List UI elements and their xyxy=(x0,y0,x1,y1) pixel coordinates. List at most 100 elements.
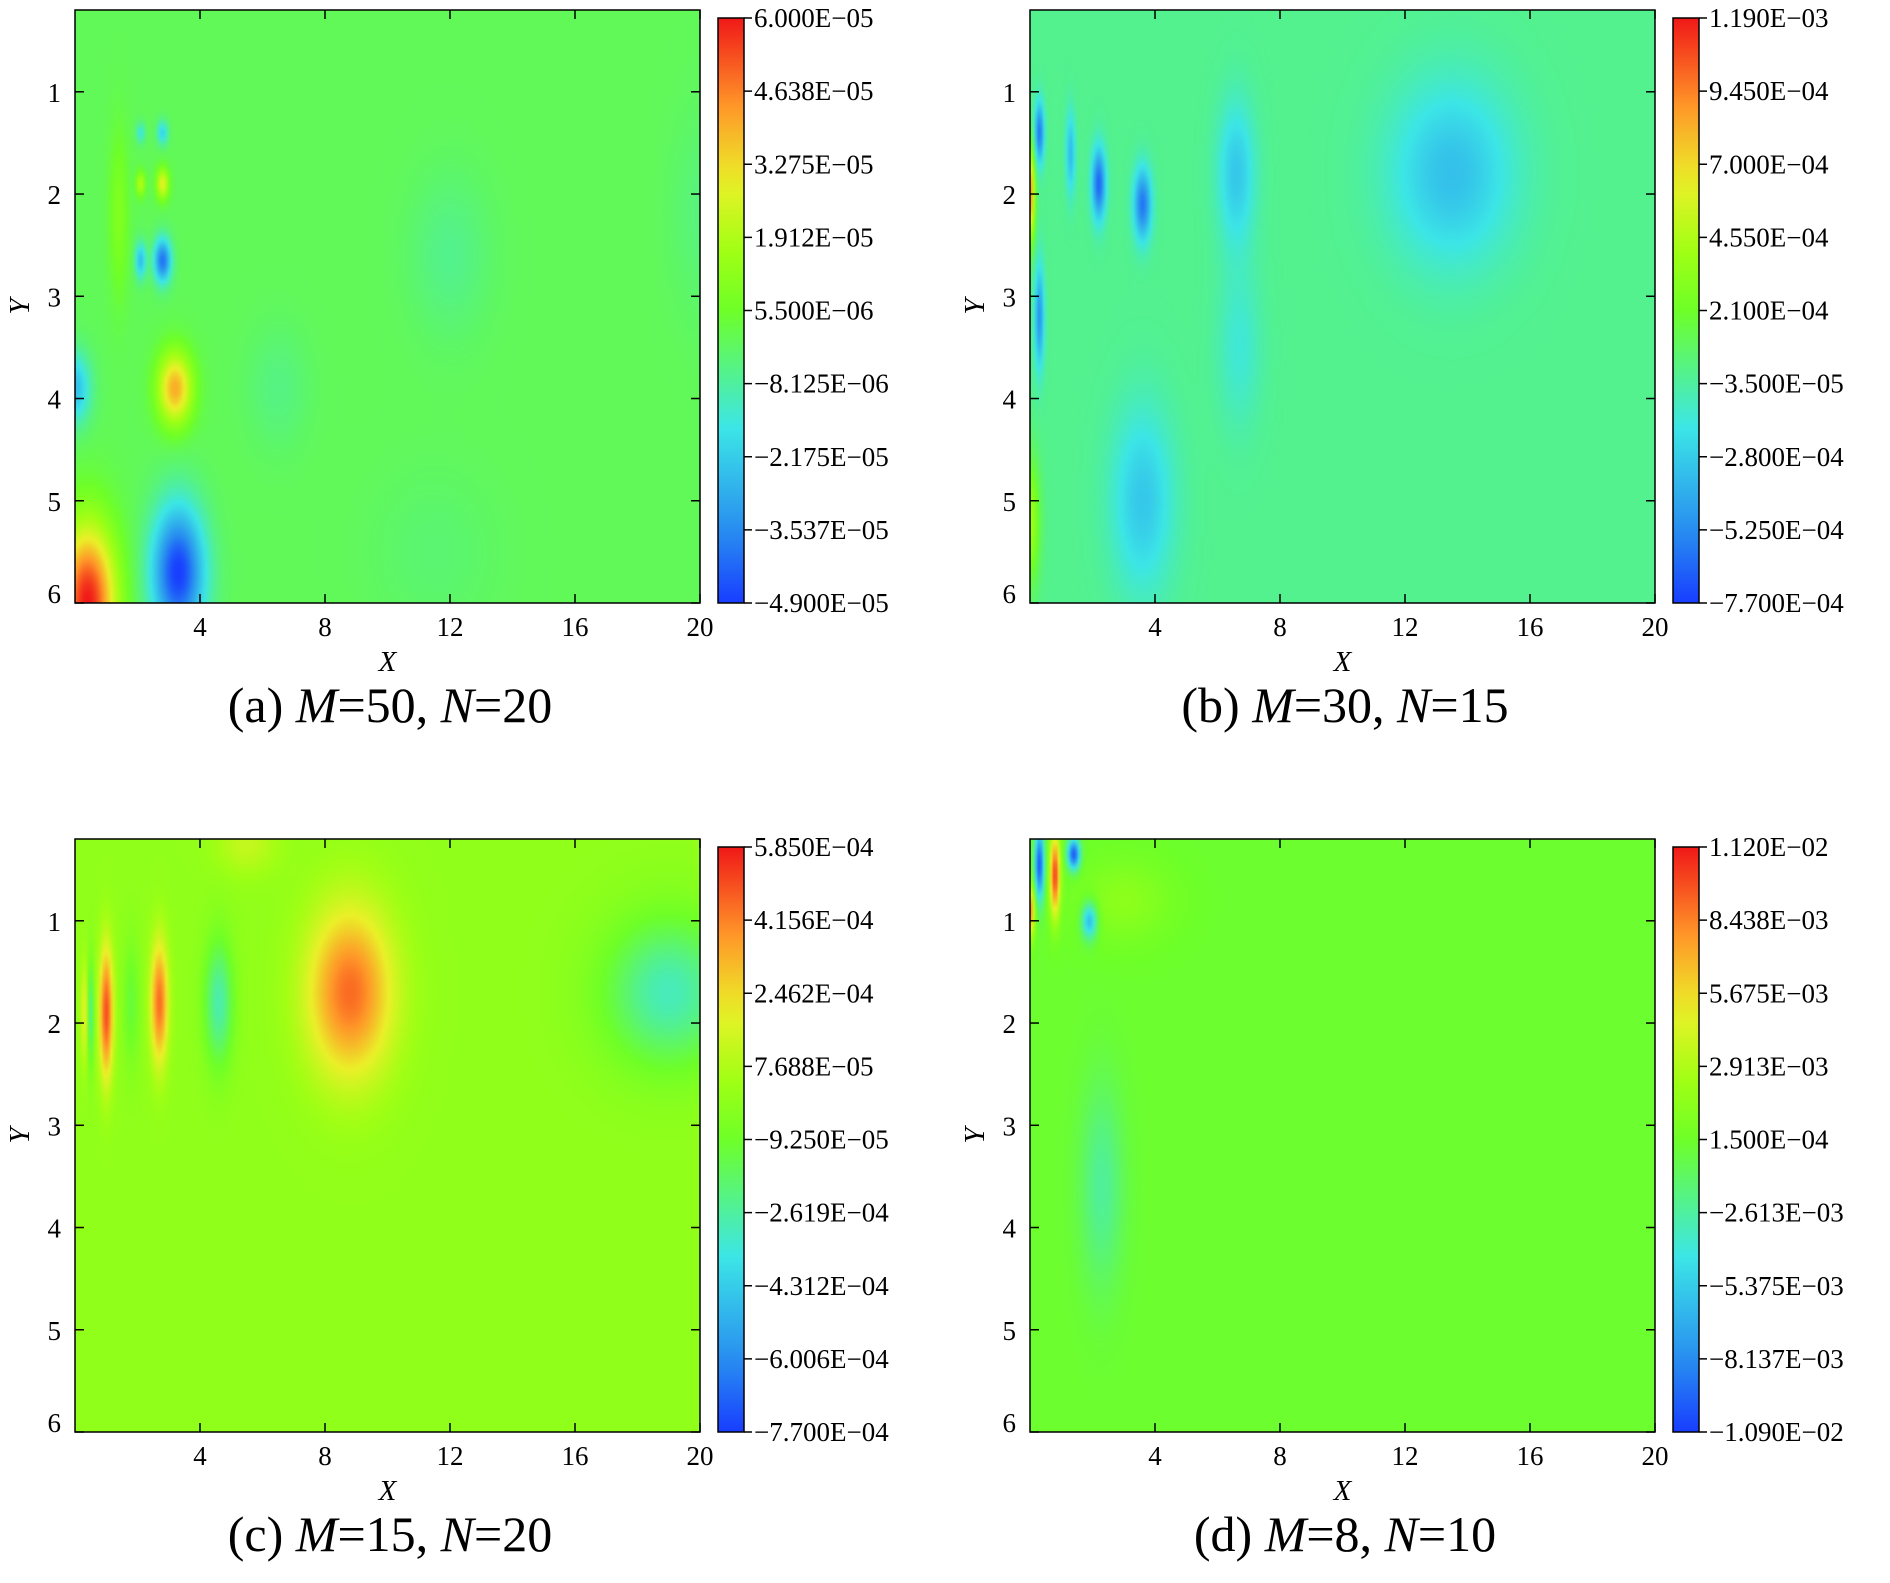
colorbar-tick-label: 7.688E−05 xyxy=(754,1051,873,1081)
colorbar-tick-label: 4.550E−04 xyxy=(1709,222,1829,252)
y-tick-label: 6 xyxy=(48,579,62,609)
panel-c: 4 8 12 16 20123456XY5.850E−044.156E−042.462E… xyxy=(4,832,889,1562)
colorbar-tick-label: −2.800E−04 xyxy=(1709,442,1844,472)
y-tick-label: 5 xyxy=(1003,487,1017,517)
x-tick-label: 4 xyxy=(1148,1441,1162,1471)
x-axis-label: X xyxy=(378,1475,398,1507)
colorbar xyxy=(1672,846,1700,1433)
x-tick-label: 12 xyxy=(437,612,464,642)
x-axis-label: X xyxy=(1333,646,1353,678)
panel-a: 4 8 12 16 20123456XY6.000E−054.638E−053.275E… xyxy=(4,3,889,733)
colorbar-tick-label: 4.156E−04 xyxy=(754,905,874,935)
panel-b: 4 8 12 16 20123456XY1.190E−039.450E−047.000E… xyxy=(959,3,1844,733)
y-tick-label: 1 xyxy=(1003,907,1017,937)
y-tick-label: 1 xyxy=(1003,78,1017,108)
plot-frame xyxy=(1029,9,1656,604)
colorbar xyxy=(1672,17,1700,604)
colorbar-tick-label: −1.090E−02 xyxy=(1709,1417,1844,1447)
y-axis-label: Y xyxy=(959,296,991,315)
panel-caption: (d) M=8, N=10 xyxy=(1194,1506,1496,1562)
colorbar-tick-label: −6.006E−04 xyxy=(754,1344,889,1374)
plot-frame xyxy=(1029,838,1656,1433)
y-axis-label: Y xyxy=(4,296,36,315)
colorbar-tick-label: −4.312E−04 xyxy=(754,1271,889,1301)
y-tick-label: 4 xyxy=(1003,1214,1017,1244)
panel-caption: (c) M=15, N=20 xyxy=(228,1506,552,1562)
x-tick-label: 20 xyxy=(1642,1441,1669,1471)
colorbar-tick-label: −2.619E−04 xyxy=(754,1198,889,1228)
colorbar xyxy=(717,846,745,1433)
plot-frame xyxy=(74,838,701,1433)
y-tick-label: 1 xyxy=(48,78,62,108)
colorbar-tick-label: −7.700E−04 xyxy=(754,1417,889,1447)
colorbar-tick-label: −8.125E−06 xyxy=(754,369,889,399)
y-tick-label: 2 xyxy=(1003,1009,1017,1039)
x-tick-label: 4 xyxy=(1148,612,1162,642)
colorbar-tick-label: 1.190E−03 xyxy=(1709,3,1828,33)
colorbar-tick-label: 8.438E−03 xyxy=(1709,905,1828,935)
x-tick-label: 16 xyxy=(1517,1441,1544,1471)
x-tick-label: 8 xyxy=(1273,1441,1287,1471)
x-tick-label: 16 xyxy=(562,1441,589,1471)
heatmap-field xyxy=(1030,10,1655,603)
colorbar-tick-label: 5.850E−04 xyxy=(754,832,874,862)
x-tick-label: 16 xyxy=(1517,612,1544,642)
y-tick-label: 3 xyxy=(1003,1111,1017,1141)
heatmap-field xyxy=(75,839,700,1432)
colorbar-tick-label: 4.638E−05 xyxy=(754,76,873,106)
x-tick-label: 12 xyxy=(437,1441,464,1471)
y-tick-label: 3 xyxy=(1003,282,1017,312)
colorbar-tick-label: −2.175E−05 xyxy=(754,442,889,472)
y-tick-label: 3 xyxy=(48,282,62,312)
x-tick-label: 20 xyxy=(687,612,714,642)
heatmap-field xyxy=(1030,839,1655,1432)
heatmap-field xyxy=(75,10,700,603)
colorbar-tick-label: 6.000E−05 xyxy=(754,3,873,33)
colorbar-tick-label: 2.462E−04 xyxy=(754,978,874,1008)
x-tick-label: 4 xyxy=(193,612,207,642)
colorbar-tick-label: −4.900E−05 xyxy=(754,588,889,618)
y-tick-label: 5 xyxy=(48,1316,62,1346)
colorbar-tick-label: −7.700E−04 xyxy=(1709,588,1844,618)
panel-caption: (b) M=30, N=15 xyxy=(1181,677,1508,733)
y-tick-label: 5 xyxy=(1003,1316,1017,1346)
colorbar xyxy=(717,17,745,604)
y-tick-label: 3 xyxy=(48,1111,62,1141)
colorbar-tick-label: −5.250E−04 xyxy=(1709,515,1844,545)
y-tick-label: 4 xyxy=(48,385,62,415)
x-tick-label: 16 xyxy=(562,612,589,642)
y-tick-label: 2 xyxy=(48,1009,62,1039)
x-axis-label: X xyxy=(378,646,398,678)
colorbar-tick-label: 9.450E−04 xyxy=(1709,76,1829,106)
colorbar-tick-label: 2.913E−03 xyxy=(1709,1051,1828,1081)
colorbar-tick-label: −9.250E−05 xyxy=(754,1125,889,1155)
x-axis-label: X xyxy=(1333,1475,1353,1507)
panel-caption: (a) M=50, N=20 xyxy=(228,677,552,733)
y-tick-label: 6 xyxy=(1003,579,1017,609)
colorbar-tick-label: 1.120E−02 xyxy=(1709,832,1828,862)
colorbar-tick-label: 5.500E−06 xyxy=(754,296,873,326)
y-axis-label: Y xyxy=(959,1125,991,1144)
colorbar-tick-label: −8.137E−03 xyxy=(1709,1344,1844,1374)
x-tick-label: 12 xyxy=(1392,1441,1419,1471)
x-tick-label: 20 xyxy=(687,1441,714,1471)
x-tick-label: 8 xyxy=(318,612,332,642)
y-tick-label: 5 xyxy=(48,487,62,517)
y-tick-label: 4 xyxy=(1003,385,1017,415)
y-axis-label: Y xyxy=(4,1125,36,1144)
y-tick-label: 1 xyxy=(48,907,62,937)
colorbar-tick-label: −3.500E−05 xyxy=(1709,369,1844,399)
colorbar-tick-label: 1.500E−04 xyxy=(1709,1125,1829,1155)
y-tick-label: 2 xyxy=(1003,180,1017,210)
y-tick-label: 2 xyxy=(48,180,62,210)
y-tick-label: 6 xyxy=(48,1408,62,1438)
colorbar-tick-label: 3.275E−05 xyxy=(754,149,873,179)
x-tick-label: 20 xyxy=(1642,612,1669,642)
colorbar-tick-label: −2.613E−03 xyxy=(1709,1198,1844,1228)
x-tick-label: 8 xyxy=(1273,612,1287,642)
panel-d: 4 8 12 16 20123456XY1.120E−028.438E−035.675E… xyxy=(959,832,1844,1562)
plot-frame xyxy=(74,9,701,604)
x-tick-label: 4 xyxy=(193,1441,207,1471)
colorbar-tick-label: −5.375E−03 xyxy=(1709,1271,1844,1301)
